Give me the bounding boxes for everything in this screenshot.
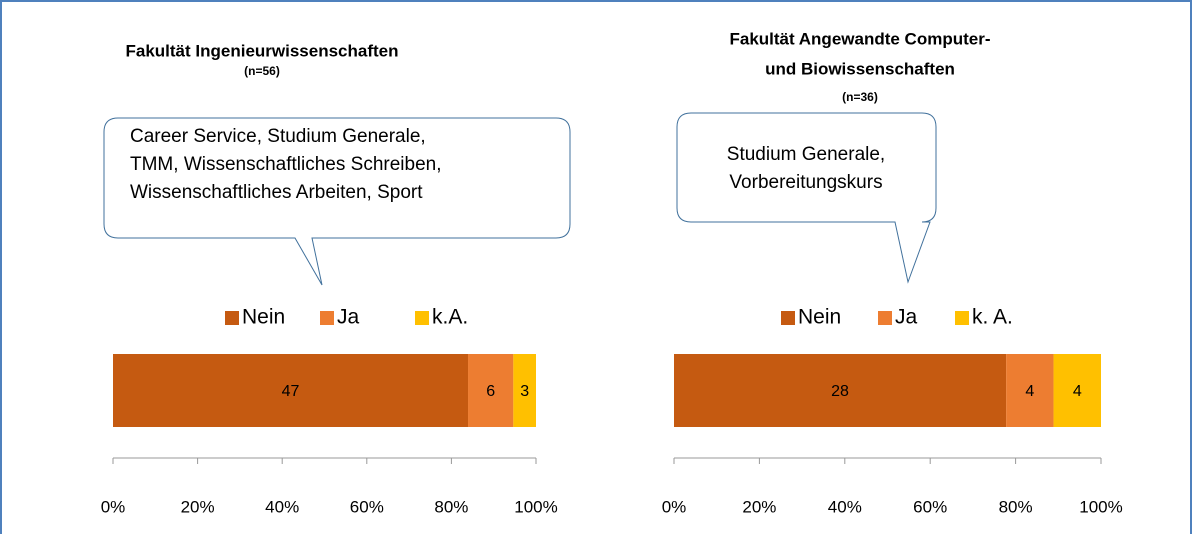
x-tick-label: 20% — [742, 497, 776, 516]
legend-label: Ja — [337, 306, 360, 329]
value-label: 28 — [831, 383, 849, 400]
legend-swatch — [225, 311, 239, 325]
legend-swatch — [878, 311, 892, 325]
bar-segment — [113, 354, 469, 427]
annotation: TMM, Wissenschaftliches Schreiben, — [130, 154, 442, 175]
legend-swatch — [320, 311, 334, 325]
chart-title: und Biowissenschaften — [765, 59, 955, 78]
bar-segment — [513, 354, 536, 427]
bar-segment — [468, 354, 514, 427]
annotation: Studium Generale, — [727, 144, 885, 165]
annotation: Career Service, Studium Generale, — [130, 126, 426, 147]
legend-label: k. A. — [972, 306, 1013, 329]
value-label: 4 — [1073, 383, 1082, 400]
chart-subtitle: (n=56) — [244, 64, 280, 78]
x-tick-label: 20% — [181, 497, 215, 516]
x-tick-label: 100% — [514, 497, 557, 516]
annotation: Wissenschaftliches Arbeiten, Sport — [130, 182, 423, 203]
value-label: 4 — [1025, 383, 1034, 400]
bar-segment — [1053, 354, 1101, 427]
x-tick-label: 80% — [999, 497, 1033, 516]
chart-title: Fakultät Angewandte Computer- — [730, 29, 991, 48]
bar-segment — [1006, 354, 1054, 427]
value-label: 3 — [520, 383, 529, 400]
legend-swatch — [781, 311, 795, 325]
callout — [676, 112, 937, 284]
x-tick-label: 40% — [828, 497, 862, 516]
legend-label: Nein — [798, 306, 841, 329]
x-tick-label: 80% — [434, 497, 468, 516]
x-tick-label: 100% — [1079, 497, 1122, 516]
legend-swatch — [955, 311, 969, 325]
x-tick-label: 0% — [101, 497, 126, 516]
legend-label: Ja — [895, 306, 918, 329]
x-tick-label: 60% — [913, 497, 947, 516]
x-tick-label: 0% — [662, 497, 687, 516]
x-tick-label: 40% — [265, 497, 299, 516]
callout — [103, 117, 571, 286]
annotation: Vorbereitungskurs — [729, 172, 882, 193]
legend-label: Nein — [242, 306, 285, 329]
bar-segment — [674, 354, 1007, 427]
value-label: 47 — [282, 383, 300, 400]
chart-subtitle: (n=36) — [842, 90, 878, 104]
legend-label: k.A. — [432, 306, 468, 329]
x-tick-label: 60% — [350, 497, 384, 516]
chart-title: Fakultät Ingenieurwissenschaften — [125, 41, 398, 60]
value-label: 6 — [486, 383, 495, 400]
legend-swatch — [415, 311, 429, 325]
